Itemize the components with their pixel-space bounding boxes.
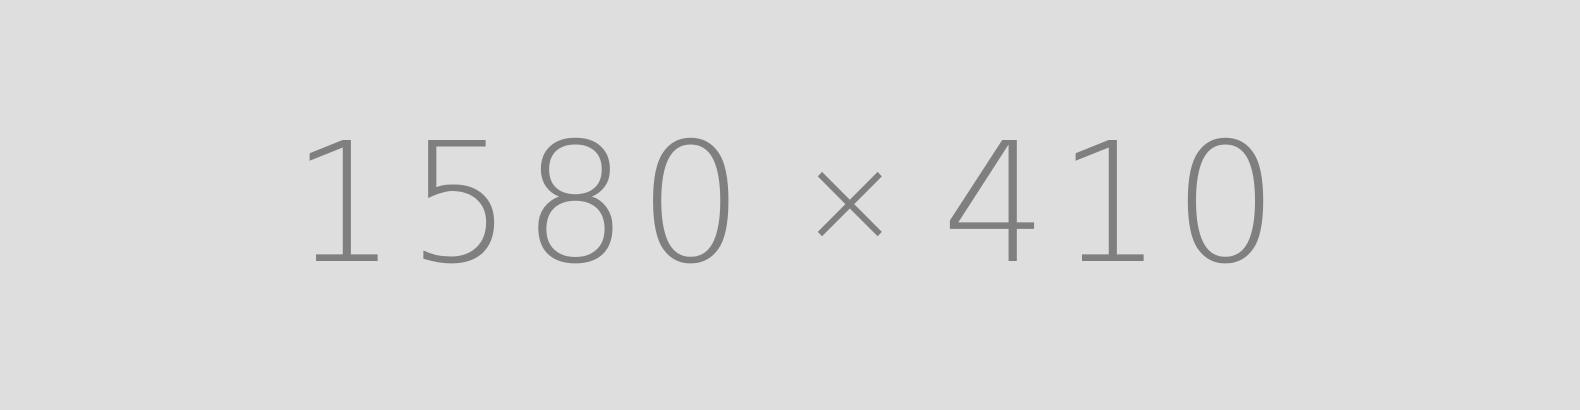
width-value: 1580 — [291, 108, 754, 301]
times-sign: × — [797, 129, 902, 273]
dimension-label: 1580 × 410 — [291, 122, 1288, 288]
height-value: 410 — [941, 108, 1289, 301]
